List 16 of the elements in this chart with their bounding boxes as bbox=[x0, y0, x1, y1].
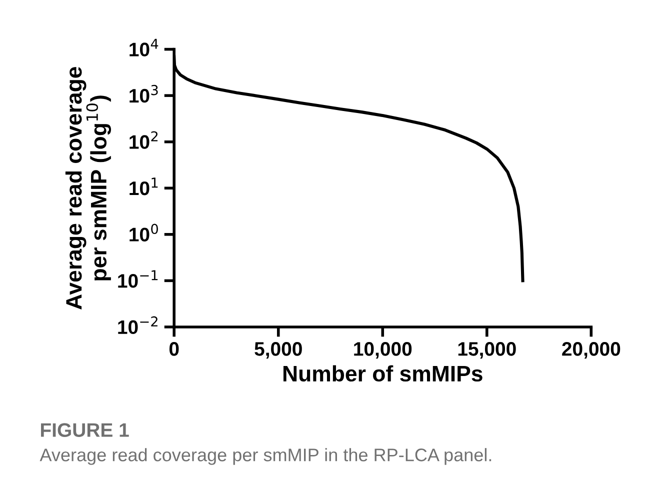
y-tick-label: 10$^{2}$ bbox=[130, 131, 158, 149]
y-axis-title: Average read coverage per smMIP (log$^{10}$) bbox=[65, 67, 112, 310]
y-tick-label: 10$^{0}$ bbox=[130, 224, 158, 242]
x-tick-label: 15,000 bbox=[458, 342, 516, 359]
x-tick-label: 10,000 bbox=[354, 342, 412, 359]
y-tick-label: 10$^{−2}$ bbox=[118, 316, 158, 334]
text: Average read coverage per smMIP in the RP-LCA panel. bbox=[40, 448, 492, 465]
x-tick-label: 20,000 bbox=[562, 342, 620, 359]
caption: FIGURE 1 bbox=[41, 423, 129, 437]
x-tick-label: 5,000 bbox=[254, 342, 302, 359]
y-tick-label: 10$^{1}$ bbox=[130, 178, 158, 196]
y-tick-label: 10$^{4}$ bbox=[130, 38, 158, 56]
x-tick-label: 0 bbox=[169, 342, 179, 356]
x-axis-title: Number of smMIPs bbox=[283, 365, 482, 382]
y-tick-label: 10$^{3}$ bbox=[130, 84, 158, 103]
y-tick-label: 10$^{−1}$ bbox=[118, 270, 158, 288]
